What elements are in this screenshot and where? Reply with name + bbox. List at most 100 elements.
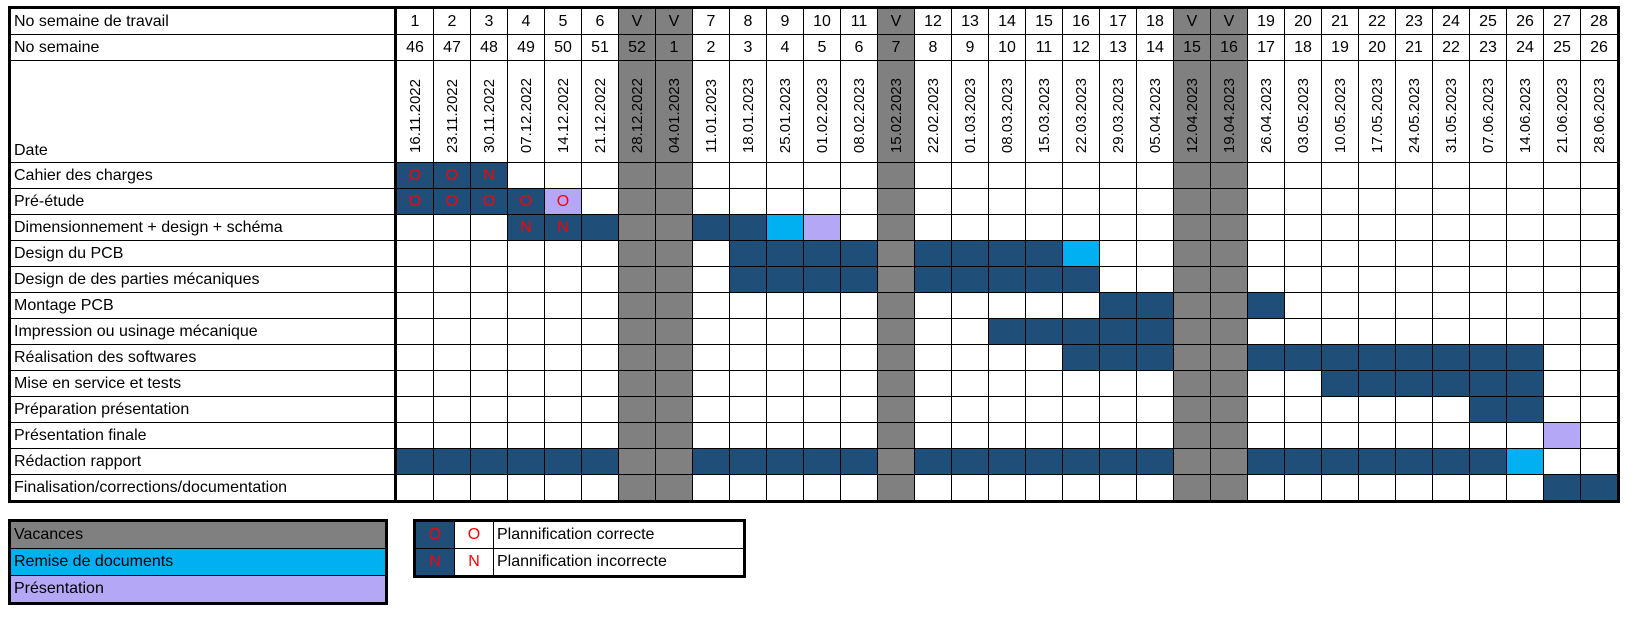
task-cell <box>1543 370 1581 397</box>
task-cell <box>1025 292 1063 319</box>
task-bar-cell <box>766 214 804 241</box>
task-cell <box>618 266 656 293</box>
task-cell <box>1136 396 1174 423</box>
task-cell <box>803 318 841 345</box>
week-tick: 2 <box>692 34 730 61</box>
task-cell <box>692 318 730 345</box>
task-cell <box>988 188 1026 215</box>
work-week-tick: 1 <box>395 7 434 35</box>
task-cell <box>1284 422 1322 449</box>
task-cell <box>1469 214 1507 241</box>
date-cell: 24.05.2023 <box>1395 60 1433 163</box>
week-tick: 52 <box>618 34 656 61</box>
task-cell <box>655 318 693 345</box>
task-label: Dimensionnement + design + schéma <box>9 214 397 241</box>
task-cell <box>581 162 619 189</box>
work-week-tick: 19 <box>1247 7 1285 35</box>
task-bar-cell: O <box>507 188 545 215</box>
week-tick: 8 <box>914 34 952 61</box>
task-bar-cell <box>1284 344 1322 371</box>
task-bar-cell <box>507 448 545 475</box>
task-cell <box>1506 318 1544 345</box>
task-cell <box>581 188 619 215</box>
task-cell <box>1136 240 1174 267</box>
status-mark-light: N <box>454 548 494 577</box>
task-cell <box>581 292 619 319</box>
task-bar-cell <box>1469 344 1507 371</box>
task-cell <box>692 344 730 371</box>
task-label: Présentation finale <box>9 422 397 449</box>
task-cell <box>470 370 508 397</box>
task-cell <box>1173 318 1211 345</box>
task-bar-cell <box>1062 448 1100 475</box>
task-bar-cell <box>1062 240 1100 267</box>
task-cell <box>1543 292 1581 319</box>
task-row: Finalisation/corrections/documentation <box>9 474 1619 502</box>
task-cell <box>840 162 878 189</box>
task-cell <box>1062 214 1100 241</box>
task-cell <box>1469 188 1507 215</box>
task-bar-cell <box>1395 344 1433 371</box>
task-cell <box>1395 474 1433 502</box>
task-cell <box>840 214 878 241</box>
task-cell <box>655 240 693 267</box>
task-bar-cell <box>1062 266 1100 293</box>
week-tick: 48 <box>470 34 508 61</box>
task-cell <box>1247 318 1285 345</box>
date-tick: 23.11.2022 <box>443 79 461 153</box>
task-cell <box>877 266 915 293</box>
week-tick: 21 <box>1395 34 1433 61</box>
task-cell <box>1543 162 1581 189</box>
date-cell: 18.01.2023 <box>729 60 767 163</box>
task-cell <box>1358 422 1396 449</box>
task-cell <box>877 422 915 449</box>
task-cell <box>1580 344 1619 371</box>
task-cell <box>914 396 952 423</box>
date-tick: 16.11.2022 <box>406 79 424 153</box>
task-cell <box>1062 370 1100 397</box>
date-cell: 08.02.2023 <box>840 60 878 163</box>
date-tick: 01.02.2023 <box>813 77 831 153</box>
task-cell <box>877 162 915 189</box>
task-cell <box>1025 370 1063 397</box>
work-week-tick: 13 <box>951 7 989 35</box>
work-week-tick: 23 <box>1395 7 1433 35</box>
task-cell <box>1432 266 1470 293</box>
task-cell <box>1099 162 1137 189</box>
task-cell <box>395 318 434 345</box>
task-cell <box>1210 162 1248 189</box>
week-tick: 47 <box>433 34 471 61</box>
task-cell <box>1321 422 1359 449</box>
task-cell <box>1173 240 1211 267</box>
task-bar-cell <box>1358 344 1396 371</box>
task-cell <box>1025 474 1063 502</box>
date-cell: 22.02.2023 <box>914 60 952 163</box>
task-bar-cell <box>766 266 804 293</box>
status-legend: O O Plannification correcte N N Plannifi… <box>413 519 746 578</box>
task-cell <box>1284 474 1322 502</box>
date-tick: 07.12.2022 <box>517 77 535 153</box>
task-cell <box>655 188 693 215</box>
task-cell <box>581 370 619 397</box>
planning-mark: O <box>408 166 422 184</box>
task-cell <box>1099 266 1137 293</box>
task-cell <box>1395 214 1433 241</box>
task-bar-cell: O <box>395 162 434 189</box>
week-tick: 22 <box>1432 34 1470 61</box>
task-cell <box>1358 396 1396 423</box>
date-cell: 30.11.2022 <box>470 60 508 163</box>
task-cell <box>914 188 952 215</box>
task-bar-cell <box>766 240 804 267</box>
task-bar-cell <box>803 240 841 267</box>
task-cell <box>1210 214 1248 241</box>
task-bar-cell <box>1506 448 1544 475</box>
task-cell <box>581 344 619 371</box>
task-cell <box>1580 240 1619 267</box>
task-cell <box>1506 240 1544 267</box>
task-cell <box>544 422 582 449</box>
week-tick: 1 <box>655 34 693 61</box>
task-cell <box>1025 162 1063 189</box>
task-cell <box>1173 292 1211 319</box>
work-week-tick: V <box>618 7 656 35</box>
gantt-body: No semaine de travail 1 2 3 4 5 6 V V 7 8 9 10 11 V 12 1… <box>9 7 1619 502</box>
